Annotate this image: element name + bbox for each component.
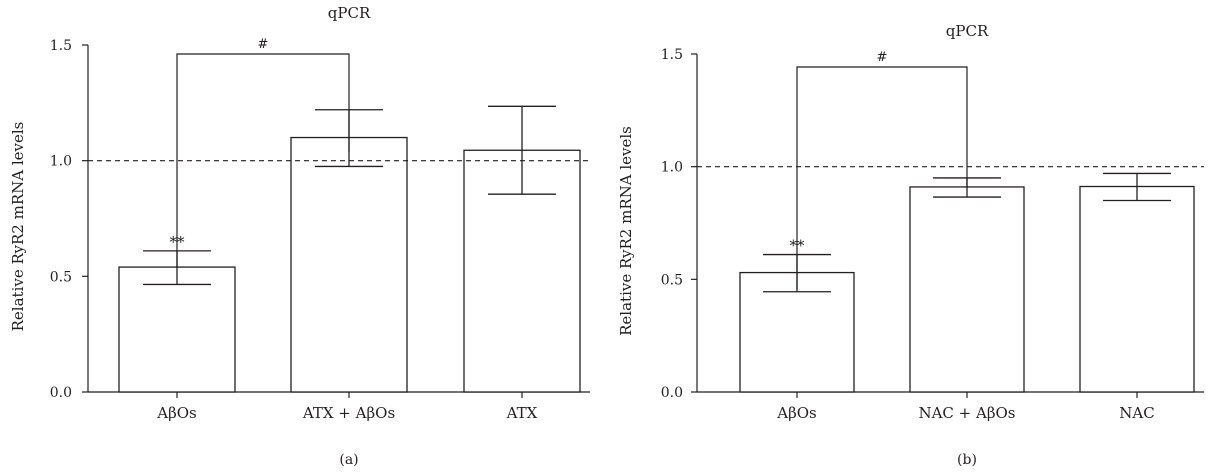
panel-label: (a) (339, 452, 358, 468)
x-category-label: NAC + AβOs (918, 404, 1015, 422)
chart-title: qPCR (946, 22, 989, 40)
chart-panel-a: qPCR Relative RyR2 mRNA levels 0.0 0.5 1.0 1.… (9, 4, 590, 468)
y-tick-label: 0.5 (661, 272, 683, 288)
chart-panel-b: qPCR Relative RyR2 mRNA levels 0.0 0.5 1.0 1.… (617, 22, 1204, 468)
x-category-label: ATX + AβOs (302, 404, 395, 422)
x-category-label: ATX (506, 404, 538, 422)
y-tick-label: 0.5 (50, 269, 72, 285)
x-category-label: NAC (1119, 404, 1154, 422)
x-category-label: AβOs (156, 404, 197, 422)
y-tick-label: 1.5 (50, 38, 72, 54)
bar-2 (909, 186, 1025, 393)
bar-2 (290, 136, 408, 393)
panel-label: (b) (957, 452, 977, 468)
bracket-label: # (877, 50, 888, 65)
y-axis-label: Relative RyR2 mRNA levels (9, 122, 27, 332)
x-category-label: AβOs (776, 404, 817, 422)
y-tick-label: 1.0 (661, 160, 683, 176)
significance-bracket (796, 66, 968, 289)
significance-bracket (176, 53, 350, 267)
y-tick-label: 0.0 (661, 385, 683, 401)
bar-3 (1079, 185, 1195, 393)
y-tick-label: 1.5 (661, 47, 683, 63)
chart-title: qPCR (328, 4, 371, 22)
bracket-label: # (258, 37, 269, 52)
y-tick-label: 1.0 (50, 154, 72, 170)
bar-1 (739, 271, 855, 393)
bar-1 (118, 266, 236, 393)
y-axis-label: Relative RyR2 mRNA levels (617, 126, 635, 336)
y-tick-label: 0.0 (50, 385, 72, 401)
